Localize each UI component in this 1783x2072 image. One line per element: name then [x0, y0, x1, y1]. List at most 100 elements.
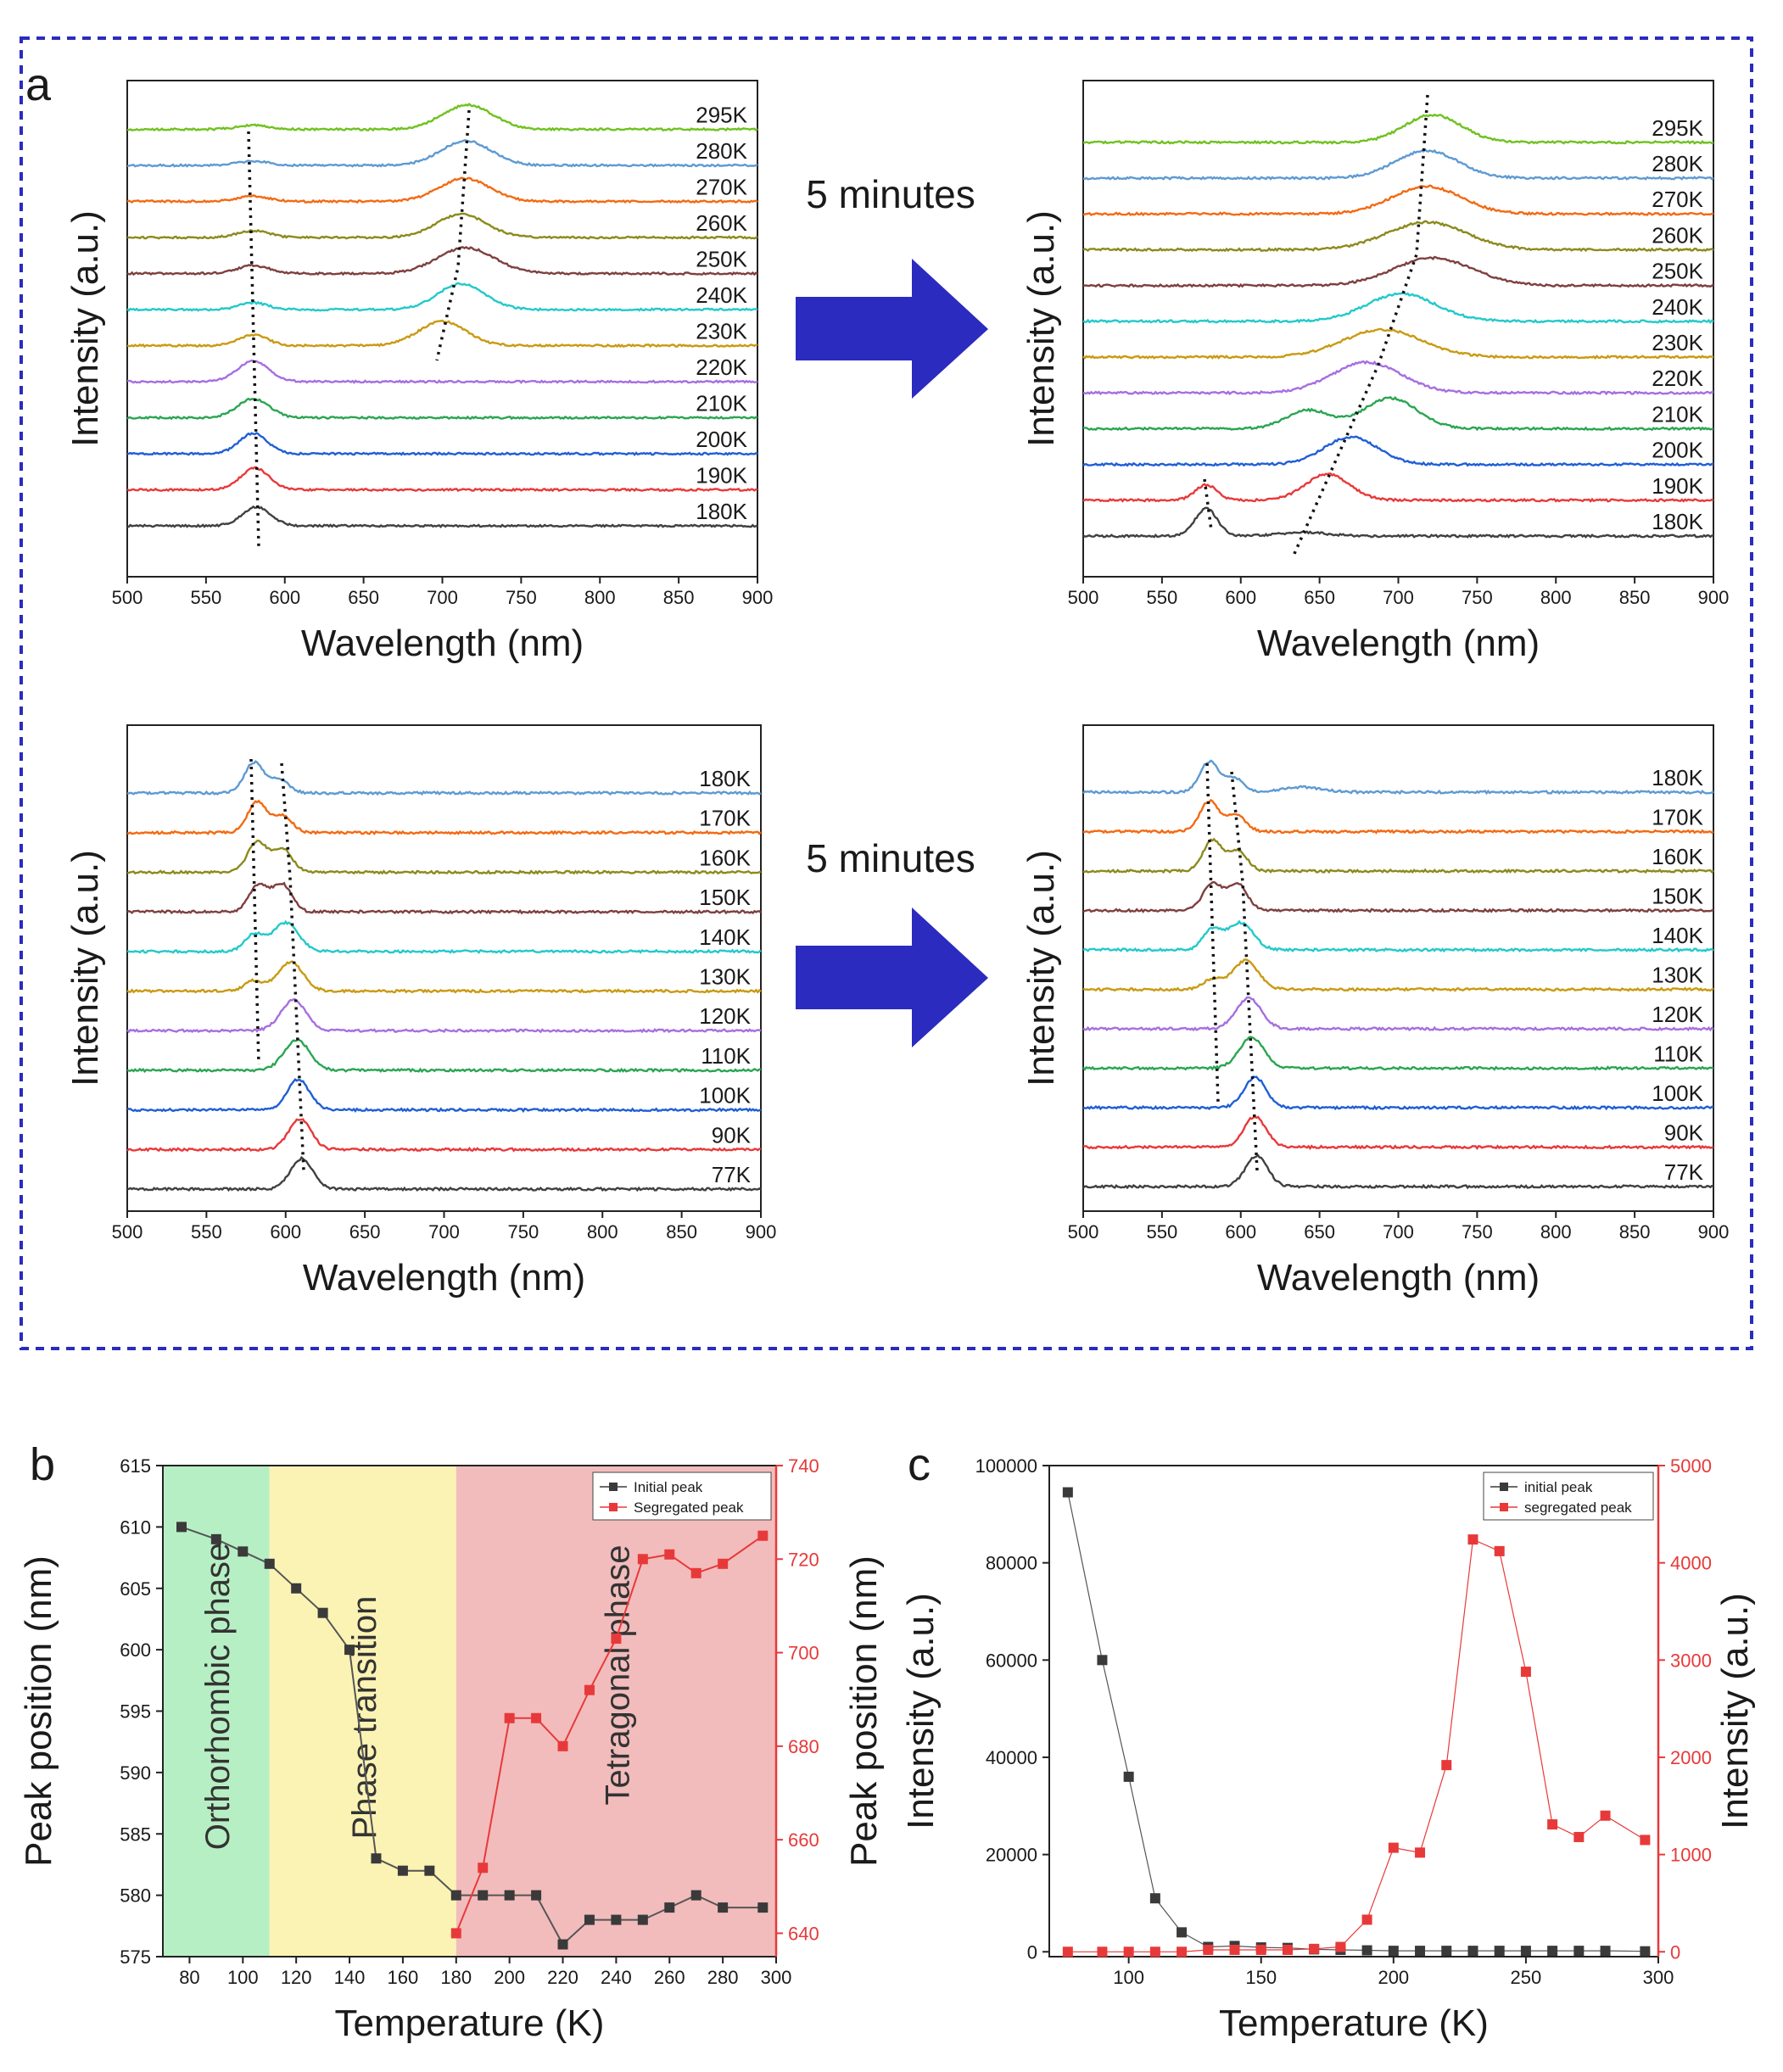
a2-trace-label: 180K	[1652, 509, 1703, 534]
b-xtick-label: 280	[707, 1967, 739, 1988]
b-data-point	[478, 1863, 489, 1874]
a2-trace-label: 260K	[1652, 222, 1703, 248]
a2-xtick-label: 850	[1619, 587, 1651, 608]
c-y2tick-label: 4000	[1670, 1553, 1712, 1574]
b-legend-marker	[609, 1483, 618, 1491]
c-data-point	[1388, 1946, 1399, 1957]
a3-trace-90K	[126, 1118, 762, 1153]
b-data-point	[664, 1549, 675, 1560]
a4-trace-90K	[1083, 1115, 1714, 1150]
b-xlabel: Temperature (K)	[335, 2002, 605, 2044]
b-data-point	[611, 1634, 622, 1645]
a2-xtick-label: 900	[1698, 587, 1730, 608]
b-ytick-label: 590	[120, 1762, 151, 1784]
a1-trace-280K	[126, 139, 758, 168]
a4-xtick-label: 650	[1304, 1221, 1335, 1243]
a1-trace-label: 230K	[696, 319, 747, 344]
a2-trace-label: 295K	[1652, 115, 1703, 141]
a1-trace-label: 200K	[696, 427, 747, 452]
c-data-point	[1441, 1946, 1452, 1957]
b-y2label: Peak position (nm)	[843, 1555, 885, 1867]
a3-trace-110K	[126, 1037, 762, 1074]
c-y2tick-label: 0	[1670, 1941, 1680, 1963]
a4-xtick-label: 900	[1698, 1221, 1730, 1243]
c-data-point	[1335, 1941, 1346, 1952]
a1-xtick-label: 650	[348, 587, 379, 608]
a4-xtick-label: 850	[1619, 1221, 1651, 1243]
c-ylabel: Intensity (a.u.)	[900, 1593, 942, 1829]
a2-xtick-label: 800	[1540, 587, 1572, 608]
a1-xtick-label: 750	[506, 587, 537, 608]
arrow-top-label: 5 minutes	[806, 172, 975, 216]
b-series-line-0	[181, 1526, 763, 1946]
a1-plot-frame	[126, 80, 758, 578]
panel-label-a: a	[25, 59, 52, 110]
c-data-point	[1494, 1946, 1505, 1957]
c-data-point	[1547, 1946, 1558, 1957]
c-data-point	[1640, 1946, 1651, 1957]
a2-ylabel: Intensity (a.u.)	[1020, 210, 1062, 447]
b-data-point	[238, 1546, 249, 1557]
a1-xtick-label: 600	[269, 587, 300, 608]
b-xtick-label: 140	[334, 1967, 366, 1988]
a3-xtick-label: 850	[666, 1221, 697, 1243]
a2-trace-label: 230K	[1652, 330, 1703, 355]
a2-trace-label: 250K	[1652, 259, 1703, 284]
b-data-point	[557, 1939, 568, 1950]
a1-trace-190K	[126, 466, 758, 493]
a4-trace-label: 140K	[1652, 923, 1703, 948]
b-phase-band	[163, 1466, 270, 1957]
a2-trace-270K	[1082, 184, 1714, 217]
a3-guide-line	[249, 758, 260, 1065]
a3-trace-160K	[126, 839, 762, 875]
b-data-point	[637, 1554, 648, 1565]
c-data-point	[1573, 1946, 1585, 1957]
a1-trace-label: 240K	[696, 282, 747, 308]
arrow-bottom-shape	[796, 908, 988, 1047]
a4-trace-label: 130K	[1652, 963, 1703, 988]
a4-trace-label: 160K	[1652, 844, 1703, 869]
b-ytick-label: 605	[120, 1578, 151, 1600]
a3-xtick-label: 900	[746, 1221, 777, 1243]
b-y2tick-label: 740	[788, 1455, 819, 1477]
a3-trace-label: 120K	[699, 1003, 751, 1029]
a1-trace-210K	[126, 397, 758, 421]
a4-xtick-label: 550	[1147, 1221, 1178, 1243]
a2-xtick-label: 750	[1462, 587, 1493, 608]
a4-trace-130K	[1082, 958, 1714, 992]
a1-trace-295K	[126, 102, 758, 132]
chart-a2: 500 550 600 650 700 750 800 850 900 Wavelength (n…	[1020, 80, 1730, 664]
c-data-point	[1441, 1760, 1452, 1771]
c-data-point	[1123, 1771, 1134, 1782]
a3-xtick-label: 650	[349, 1221, 381, 1243]
a3-trace-label: 180K	[699, 766, 751, 791]
b-phase-label: Phase transition	[346, 1596, 383, 1840]
a4-xlabel: Wavelength (nm)	[1257, 1257, 1540, 1298]
b-ytick-label: 585	[120, 1823, 151, 1845]
a2-trace-210K	[1083, 395, 1714, 432]
a4-trace-label: 180K	[1652, 765, 1703, 790]
a4-xtick-label: 800	[1540, 1221, 1572, 1243]
c-data-point	[1361, 1914, 1372, 1925]
a4-guide-line	[1205, 762, 1220, 1103]
c-xtick-label: 250	[1511, 1967, 1542, 1988]
c-data-point	[1415, 1847, 1426, 1858]
c-data-point	[1149, 1946, 1160, 1958]
a1-xtick-label: 500	[112, 587, 143, 608]
a1-xtick-label: 850	[663, 587, 695, 608]
a2-trace-260K	[1082, 220, 1714, 253]
a1-trace-240K	[126, 282, 758, 312]
b-data-point	[504, 1712, 515, 1723]
a4-xtick-label: 750	[1462, 1221, 1493, 1243]
arrow-top-shape	[796, 259, 988, 399]
b-data-point	[210, 1533, 221, 1544]
a4-trace-label: 110K	[1653, 1042, 1703, 1067]
b-data-point	[611, 1914, 622, 1925]
a4-trace-140K	[1082, 919, 1714, 953]
a2-trace-label: 210K	[1652, 401, 1703, 427]
a4-trace-180K	[1082, 759, 1714, 796]
c-data-point	[1229, 1944, 1240, 1955]
b-y2tick-label: 640	[788, 1923, 819, 1944]
a2-trace-200K	[1082, 435, 1714, 467]
panel-label-b: b	[30, 1439, 55, 1490]
